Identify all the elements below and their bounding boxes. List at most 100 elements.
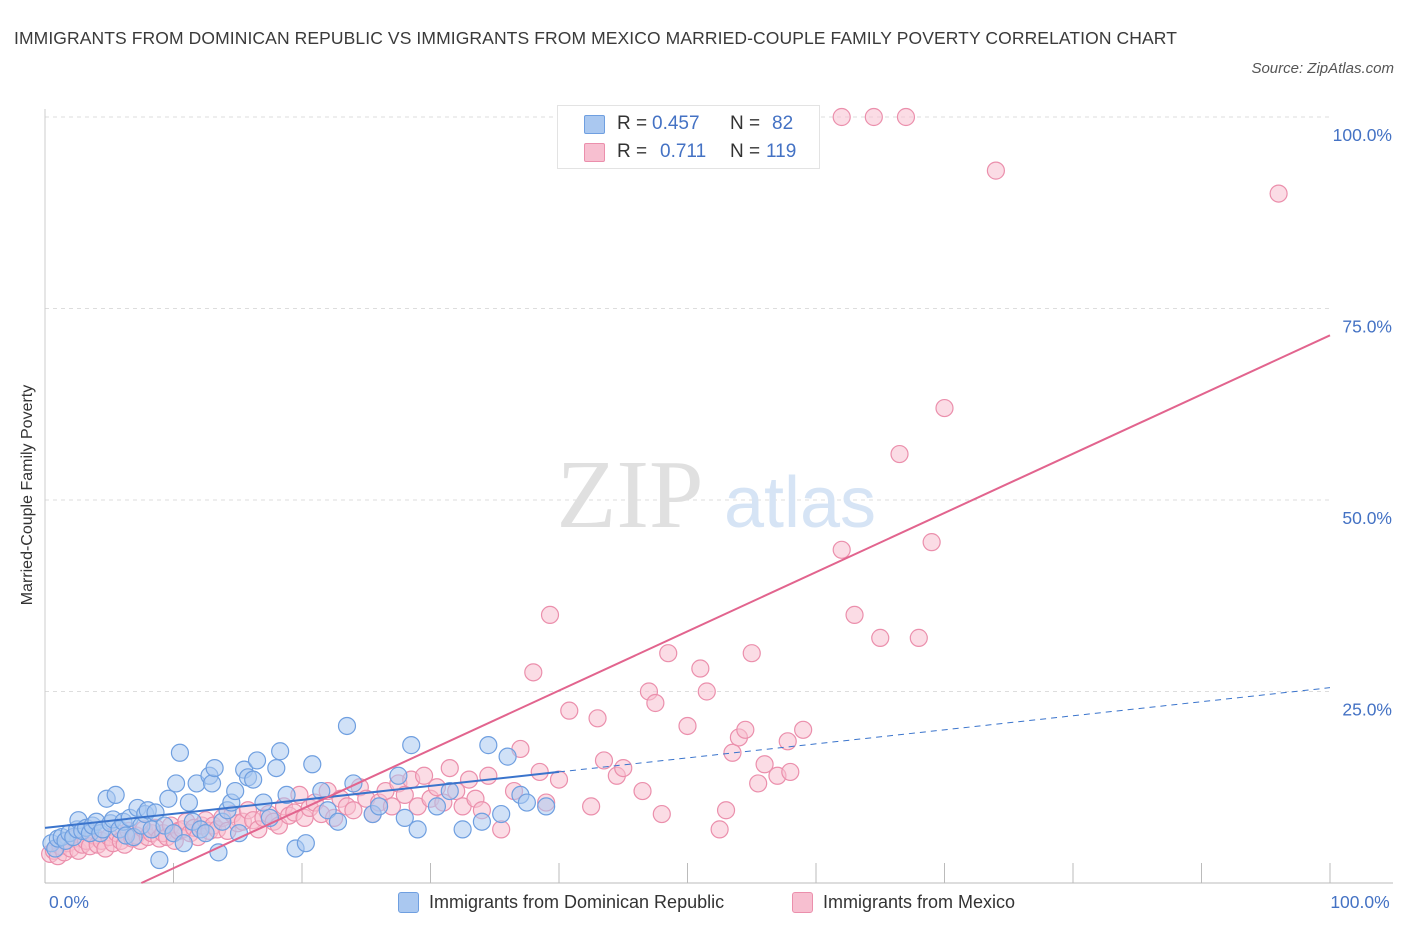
mexico-point: [845, 605, 864, 625]
dominican-point: [408, 820, 427, 839]
trend-line-mexico: [140, 334, 1331, 884]
mexico-point: [691, 659, 710, 678]
mexico-point: [560, 701, 579, 720]
dominican-point: [389, 766, 408, 785]
mexico-point: [678, 716, 697, 736]
dominican-point: [226, 781, 245, 801]
dominican-point: [370, 797, 389, 816]
source-credit: Source: ZipAtlas.com: [1251, 60, 1394, 77]
mexico-point: [871, 628, 890, 647]
y-tick-label: 75.0%: [1342, 317, 1392, 337]
dominican-point: [498, 747, 517, 766]
mexico-point: [986, 161, 1006, 180]
mexico-point: [588, 709, 607, 728]
dominican-point: [402, 736, 421, 755]
dominican-point: [247, 751, 267, 770]
mexico-point: [344, 801, 363, 820]
bottom-legend-label-dominican: Immigrants from Dominican Republic: [429, 892, 725, 912]
mexico-point: [896, 107, 916, 127]
mexico-point: [781, 762, 800, 782]
trend-lines: [44, 334, 1331, 884]
dominican-point: [271, 742, 290, 761]
bottom-legend-swatch-mexico: [792, 892, 813, 913]
dominican-point: [174, 834, 193, 853]
mexico-point: [697, 682, 716, 701]
legend-r-label: R =: [617, 141, 648, 162]
legend-swatch-mexico: [584, 143, 605, 162]
legend-n-value-dominican: 82: [772, 113, 794, 134]
dominican-point: [159, 789, 178, 808]
mexico-point: [659, 644, 678, 663]
dominican-point: [537, 797, 556, 816]
dominican-point: [472, 812, 491, 831]
axes: [44, 109, 1393, 884]
dominican-point: [440, 781, 459, 801]
mexico-point: [723, 743, 742, 762]
dominican-point: [150, 850, 169, 870]
y-tick-label: 25.0%: [1342, 700, 1392, 720]
dominican-point: [170, 743, 190, 762]
mexico-point: [524, 663, 543, 682]
mexico-point: [890, 444, 909, 464]
y-tick-label: 50.0%: [1342, 508, 1392, 528]
mexico-point: [594, 751, 614, 770]
mexico-point: [646, 693, 665, 713]
legend-n-label: N =: [730, 141, 761, 162]
dominican-point: [205, 758, 224, 778]
mexico-point: [582, 797, 601, 816]
chart-title: IMMIGRANTS FROM DOMINICAN REPUBLIC VS IM…: [14, 28, 1178, 48]
x-tick-label-left: 0.0%: [49, 892, 89, 912]
bottom-legend-swatch-dominican: [398, 892, 419, 913]
legend-n-value-mexico: 119: [766, 141, 797, 162]
mexico-point: [778, 732, 797, 751]
bottom-legend-label-mexico: Immigrants from Mexico: [823, 892, 1016, 912]
legend-n-label: N =: [730, 113, 761, 134]
dominican-point: [337, 716, 357, 736]
dominican-point: [328, 812, 348, 831]
watermark-zip: ZIP: [557, 441, 704, 549]
mexico-point: [440, 758, 459, 778]
mexico-point: [633, 781, 652, 801]
watermark-atlas: atlas: [724, 463, 876, 543]
mexico-point: [716, 801, 736, 820]
dominican-point: [296, 834, 315, 853]
mexico-point: [749, 774, 768, 793]
mexico-point: [832, 540, 851, 559]
y-tick-labels: 25.0% 50.0% 75.0% 100.0%: [1333, 125, 1392, 720]
x-tick-label-right: 100.0%: [1330, 892, 1389, 912]
dominican-point: [277, 785, 296, 805]
mexico-point: [736, 720, 755, 739]
mexico-point: [492, 820, 511, 839]
mexico-point: [614, 758, 633, 778]
mexico-point: [864, 107, 883, 127]
series-dominican-points: [42, 716, 556, 870]
y-tick-label: 100.0%: [1333, 125, 1392, 145]
mexico-point: [479, 766, 498, 785]
trend-line-dominican-extension: [558, 687, 1331, 773]
watermark: ZIP atlas: [557, 441, 877, 549]
dominican-point: [267, 758, 286, 778]
dominican-point: [202, 774, 222, 793]
mexico-point: [710, 820, 729, 839]
dominican-point: [229, 824, 249, 843]
mexico-point: [755, 755, 774, 774]
mexico-point: [414, 766, 434, 785]
mexico-point: [395, 785, 414, 805]
dominican-point: [179, 793, 199, 812]
mexico-point: [922, 533, 941, 552]
dominican-point: [318, 801, 337, 820]
mexico-point: [1269, 184, 1288, 203]
dominican-point: [453, 820, 472, 839]
trend-line-dominican: [44, 770, 560, 829]
mexico-point: [540, 605, 560, 625]
mexico-point: [459, 770, 479, 789]
dominican-point: [517, 793, 536, 812]
dominican-point: [427, 797, 447, 816]
mexico-point: [549, 770, 569, 789]
dominican-point: [492, 804, 511, 824]
dominican-point: [395, 808, 414, 827]
mexico-point: [935, 398, 954, 418]
dominican-point: [303, 755, 322, 774]
grid-lines: [45, 116, 1330, 692]
